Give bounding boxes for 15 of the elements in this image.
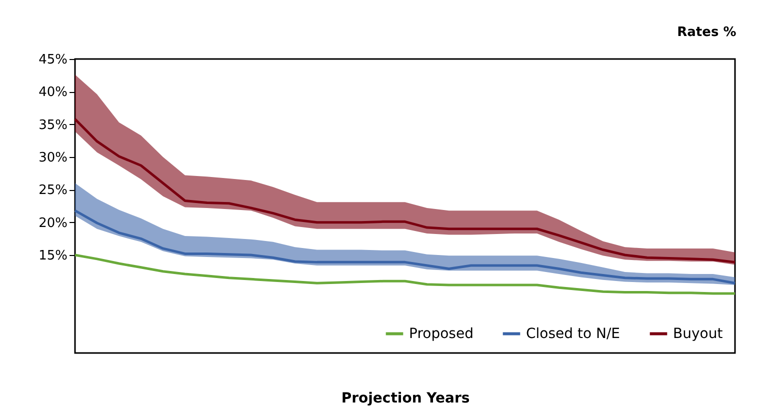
y-tick-label: 45%	[38, 52, 68, 68]
y-tick-label: 40%	[38, 85, 68, 100]
y-tick-label: 35%	[38, 118, 68, 133]
x-axis-title: Projection Years	[341, 390, 470, 406]
y-tick-label: 25%	[38, 183, 68, 198]
legend-label: Closed to N/E	[526, 326, 620, 342]
y-axis-title: Rates %	[677, 25, 736, 40]
y-tick-label: 30%	[38, 150, 68, 166]
line-series	[74, 118, 736, 264]
y-tick-label: 20%	[38, 216, 68, 231]
legend-label: Buyout	[673, 326, 724, 342]
legend-label: Proposed	[409, 326, 474, 342]
line-series	[74, 254, 736, 295]
y-tick-label: 15%	[38, 248, 68, 264]
line-series	[74, 209, 736, 284]
